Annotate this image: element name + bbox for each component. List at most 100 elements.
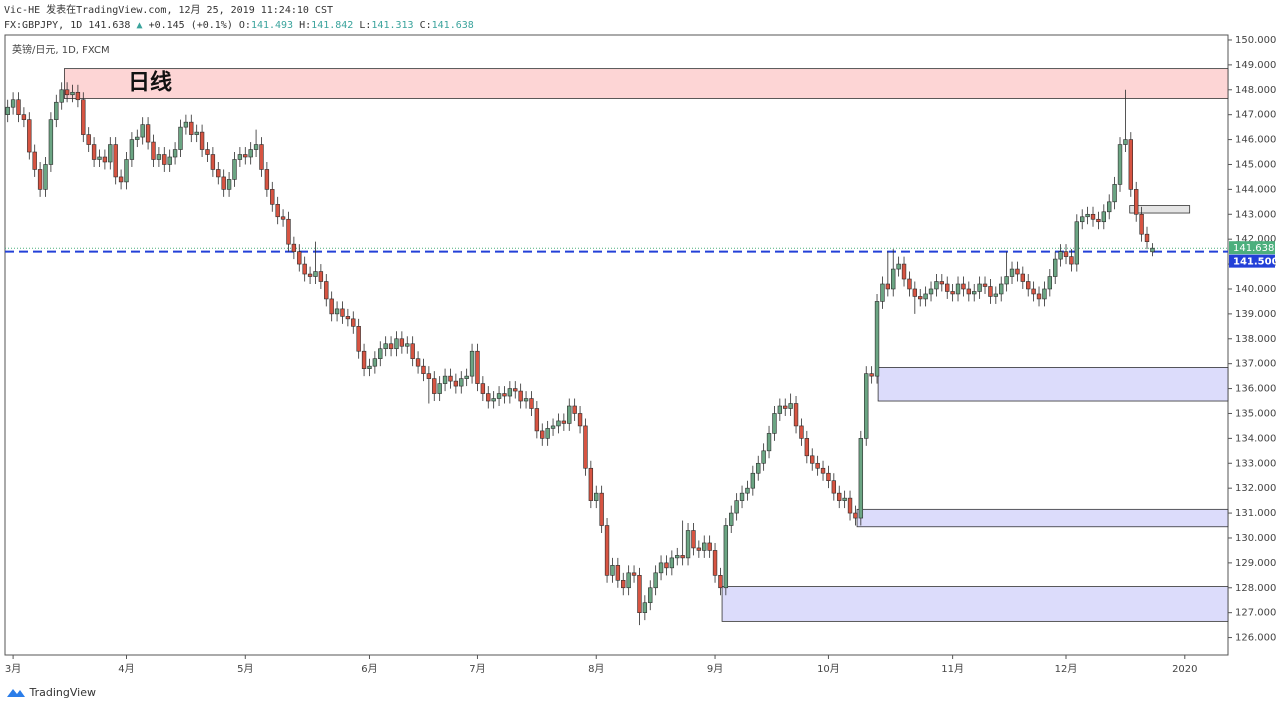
candle-body [1096,218,1101,223]
candle-body [691,530,696,549]
candle-body [248,149,253,158]
candle-body [415,358,421,367]
candle-body [464,375,469,379]
candle-body [901,263,907,280]
candle-body [885,283,891,290]
x-tick-label: 5月 [237,663,253,675]
candle-body [486,393,491,402]
candle-body [183,121,189,128]
candle-body [772,413,777,434]
y-tick-label: 130.000 [1235,533,1276,544]
candle-body [556,420,561,427]
candle-body [577,413,583,427]
candle-body [788,403,793,409]
y-tick-label: 135.000 [1235,408,1276,419]
candle-body [1080,216,1085,223]
candle-body [766,433,772,452]
header: Vic-HE 发表在TradingView.com, 12月 25, 2019 … [4,3,474,33]
candle-body [1101,211,1106,223]
candle-body [297,251,302,265]
candle-body [237,154,243,160]
candle-body [1150,247,1155,253]
y-tick-label: 145.000 [1235,159,1276,170]
candle-body [842,497,847,501]
candle-body [966,288,972,295]
candle-body [145,124,151,143]
candle-body [928,288,934,295]
candle-body [1015,268,1020,275]
candle-body [162,154,167,165]
candle-body [718,575,723,589]
y-tick-label: 128.000 [1235,583,1276,594]
candle-body [934,281,939,290]
candle-body [1107,201,1112,213]
x-tick-label: 11月 [941,663,964,675]
candle-body [712,550,718,576]
candle-body [21,114,27,120]
candle-body [291,243,297,252]
candle-body [124,159,129,183]
candle-body [529,398,534,409]
candle-body [988,286,993,297]
candle-body [837,492,842,501]
candle-body [259,144,264,170]
x-tick-label: 10月 [817,663,840,675]
candle-body [10,99,16,108]
change: +0.145 (+0.1%) [148,20,233,31]
candle-body [189,121,194,135]
candle-body [16,99,21,115]
candle-body [702,542,707,551]
candle-body [745,487,750,494]
candle-body [1009,268,1015,277]
y-tick-label: 136.000 [1235,384,1276,395]
candle-body [43,164,48,190]
candle-body [513,388,518,392]
arrow: ▲ [136,20,143,31]
candle-body [135,136,140,140]
candle-body [1123,139,1128,145]
candle-body [896,263,901,270]
close-value: 141.638 [431,20,474,31]
candle-body [567,405,572,424]
candle-body [599,492,604,526]
candle-body [70,91,75,96]
candle-body [1031,288,1036,295]
candle-body [523,398,529,402]
zone [856,508,1229,528]
candle-body [642,602,648,613]
candle-body [178,126,183,150]
candle-body [372,358,378,367]
candle-body [64,89,70,96]
candle-body [286,218,291,245]
candle-body [826,472,831,482]
candle-body [361,350,367,369]
candle-body [172,149,178,158]
candle-body [86,134,91,145]
chart-title: 英镑/日元, 1D, FXCM [12,43,110,56]
candle-body [37,169,43,190]
candle-body [275,204,280,218]
annotation: 日线 [128,70,172,96]
high-value: 141.842 [311,20,354,31]
y-tick-label: 143.000 [1235,209,1276,220]
candle-body [588,467,594,501]
candle-body [5,106,10,115]
candle-body [383,343,388,350]
candle-body [707,542,712,551]
x-tick-label: 8月 [588,663,604,675]
candle-body [1036,293,1042,300]
publisher: Vic-HE 发表在TradingView.com, 12月 25, 2019 … [4,5,333,16]
candle-body [685,530,691,559]
candle-body [874,301,880,377]
candle-body [853,512,858,519]
level-box [1229,254,1275,268]
candle-body [583,425,588,469]
candle-body [102,156,108,163]
candle-body [734,500,739,514]
candle-body [961,283,966,290]
candle-body [675,555,680,559]
candle-body [945,283,950,292]
chart: 英镑/日元, 1D, FXCM 日线 126.000 127.000 128.000 1… [4,34,1277,675]
y-tick-label: 138.000 [1235,334,1276,345]
candle-body [820,467,826,474]
